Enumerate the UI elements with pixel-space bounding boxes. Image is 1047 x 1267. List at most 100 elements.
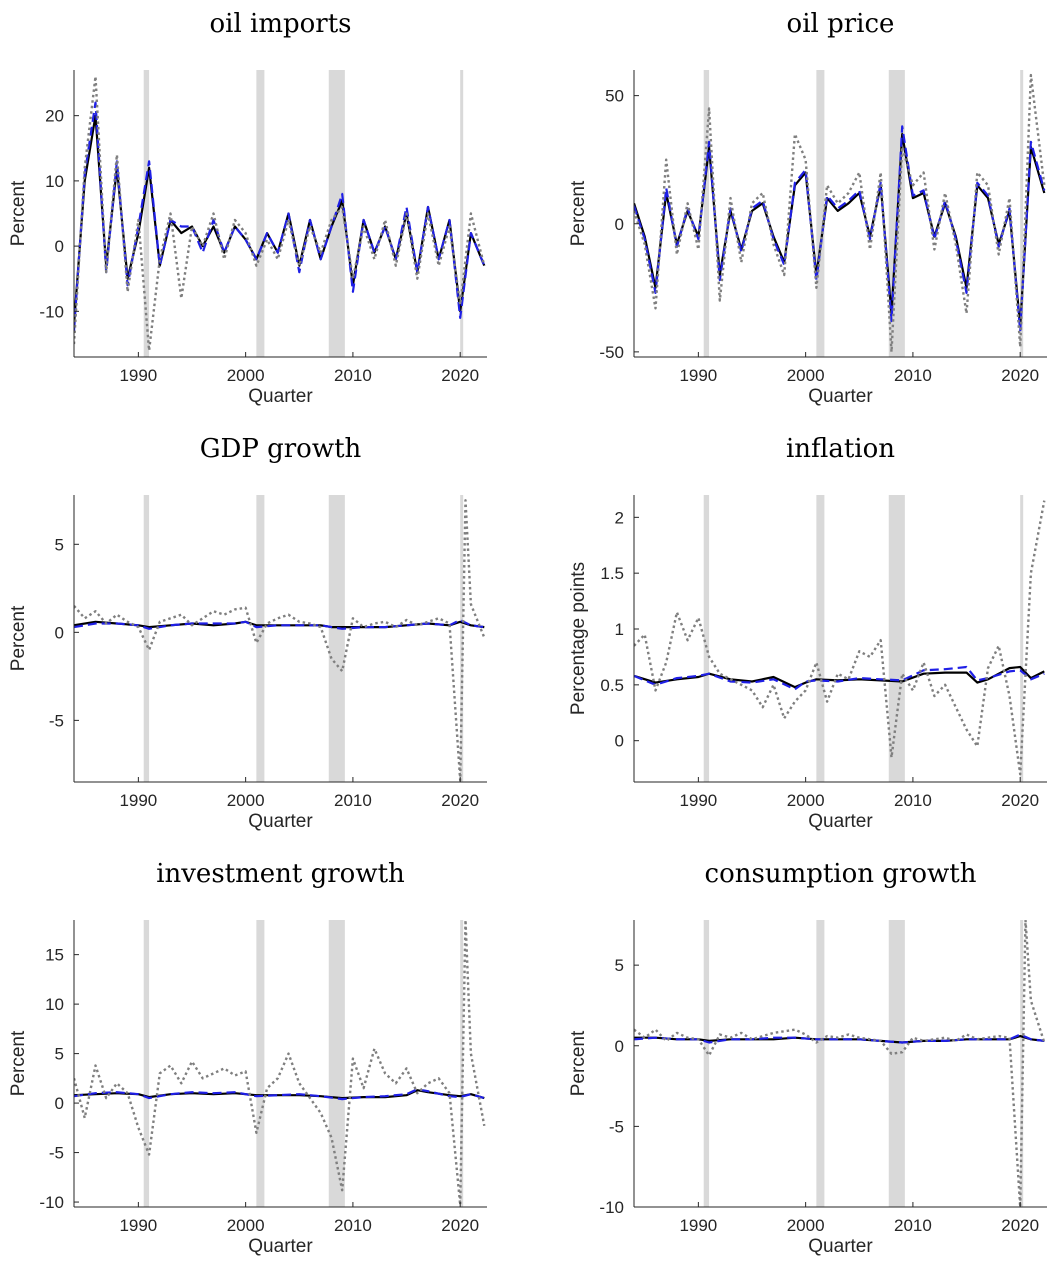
x-tick-label: 2020 <box>1001 366 1039 385</box>
x-tick-label: 2010 <box>334 791 372 810</box>
recession-band <box>143 920 150 1207</box>
recession-band <box>143 495 150 782</box>
y-axis-label: Percent <box>8 605 29 671</box>
x-axis-label: Quarter <box>808 386 873 407</box>
x-tick-label: 2000 <box>787 1216 825 1235</box>
y-tick-label: 0 <box>615 732 624 751</box>
x-tick-label: 1990 <box>679 1216 717 1235</box>
recession-band <box>256 495 265 782</box>
panel-title: oil price <box>787 9 895 39</box>
y-axis-label: Percent <box>8 180 29 246</box>
y-axis-label: Percentage points <box>568 562 589 715</box>
recession-band <box>143 70 150 357</box>
series-line-dashed <box>74 1088 485 1101</box>
recession-band <box>703 495 710 782</box>
x-tick-label: 2020 <box>441 1216 479 1235</box>
x-tick-label: 2010 <box>894 366 932 385</box>
series-line-dashed <box>74 101 486 331</box>
y-tick-label: 2 <box>615 508 624 527</box>
y-tick-label: 10 <box>45 995 64 1014</box>
x-tick-label: 2000 <box>227 791 265 810</box>
x-tick-label: 1990 <box>119 366 157 385</box>
panel-4: investment growth 1990 2000 2010 2020 -10 -5 0 5… <box>8 859 487 1257</box>
panel-title: oil imports <box>209 9 351 39</box>
y-tick-label: 15 <box>45 946 64 965</box>
x-tick-label: 2010 <box>894 1216 932 1235</box>
x-tick-label: 2000 <box>227 1216 265 1235</box>
recession-band <box>888 920 905 1207</box>
series-line-dotted <box>634 73 1046 354</box>
y-tick-label: 0 <box>55 237 64 256</box>
y-axis-label: Percent <box>568 180 589 246</box>
y-tick-label: 0.5 <box>600 676 624 695</box>
panel-title: investment growth <box>156 859 405 889</box>
panel-title: inflation <box>786 434 895 464</box>
y-tick-label: 0 <box>55 623 64 642</box>
y-tick-label: 5 <box>55 535 64 554</box>
y-tick-label: 10 <box>45 172 64 191</box>
y-tick-label: 50 <box>605 87 624 106</box>
panel-1: oil price 1990 2000 2010 2020 -50 0 50 Quarter Pe… <box>568 9 1047 407</box>
x-tick-label: 2010 <box>894 791 932 810</box>
recession-band <box>703 920 710 1207</box>
x-tick-label: 1990 <box>679 366 717 385</box>
panel-2: GDP growth 1990 2000 2010 2020 -5 0 5 Quarter Per… <box>8 434 487 832</box>
series-line-dotted <box>74 75 486 352</box>
series-line-solid <box>634 133 1046 328</box>
y-tick-label: 0 <box>615 1037 624 1056</box>
y-tick-label: -5 <box>609 1117 624 1136</box>
x-tick-label: 2010 <box>334 366 372 385</box>
y-tick-label: -5 <box>49 1144 64 1163</box>
recession-band <box>1020 70 1024 357</box>
recession-band <box>1020 495 1024 782</box>
y-tick-label: -10 <box>599 1198 624 1217</box>
panel-0: oil imports 1990 2000 2010 2020 -10 0 10 20 Quart… <box>8 9 487 407</box>
y-tick-label: -10 <box>39 302 64 321</box>
recession-band <box>460 920 464 1207</box>
y-tick-label: 1 <box>615 620 624 639</box>
x-tick-label: 1990 <box>679 791 717 810</box>
panel-5: consumption growth 1990 2000 2010 2020 -10 -5 0… <box>568 859 1047 1257</box>
recession-band <box>703 70 710 357</box>
panel-3: inflation 1990 2000 2010 2020 0 0.5 1 1.5 2 Quarte… <box>568 434 1047 832</box>
x-tick-label: 2010 <box>334 1216 372 1235</box>
x-axis-label: Quarter <box>248 1236 313 1257</box>
panel-title: GDP growth <box>200 434 362 464</box>
y-axis-label: Percent <box>568 1030 589 1096</box>
y-tick-label: -50 <box>599 343 624 362</box>
x-axis-label: Quarter <box>248 386 313 407</box>
series-line-dotted <box>634 500 1046 776</box>
x-axis-label: Quarter <box>248 811 313 832</box>
x-tick-label: 1990 <box>119 791 157 810</box>
series-line-dotted <box>74 499 486 782</box>
recession-band <box>460 495 464 782</box>
x-tick-label: 2020 <box>1001 791 1039 810</box>
y-tick-label: 20 <box>45 107 64 126</box>
x-tick-label: 2000 <box>227 366 265 385</box>
recession-band <box>256 920 265 1207</box>
x-tick-label: 2000 <box>787 366 825 385</box>
y-tick-label: 0 <box>615 215 624 234</box>
panel-title: consumption growth <box>705 859 977 889</box>
y-tick-label: 5 <box>615 956 624 975</box>
recession-band <box>460 70 464 357</box>
x-tick-label: 2000 <box>787 791 825 810</box>
recession-band <box>816 70 825 357</box>
series-line-dotted <box>74 920 486 1207</box>
x-tick-label: 2020 <box>1001 1216 1039 1235</box>
y-tick-label: 0 <box>55 1094 64 1113</box>
recession-band <box>816 920 825 1207</box>
x-tick-label: 2020 <box>441 366 479 385</box>
recession-band <box>1020 920 1024 1207</box>
x-axis-label: Quarter <box>808 1236 873 1257</box>
recession-band <box>328 495 345 782</box>
x-tick-label: 2020 <box>441 791 479 810</box>
series-line-dotted <box>634 920 1046 1207</box>
y-axis-label: Percent <box>8 1030 29 1096</box>
series-line-dashed <box>634 665 1045 691</box>
y-tick-label: -5 <box>49 711 64 730</box>
y-tick-label: 5 <box>55 1045 64 1064</box>
y-tick-label: -10 <box>39 1193 64 1212</box>
x-tick-label: 1990 <box>119 1216 157 1235</box>
